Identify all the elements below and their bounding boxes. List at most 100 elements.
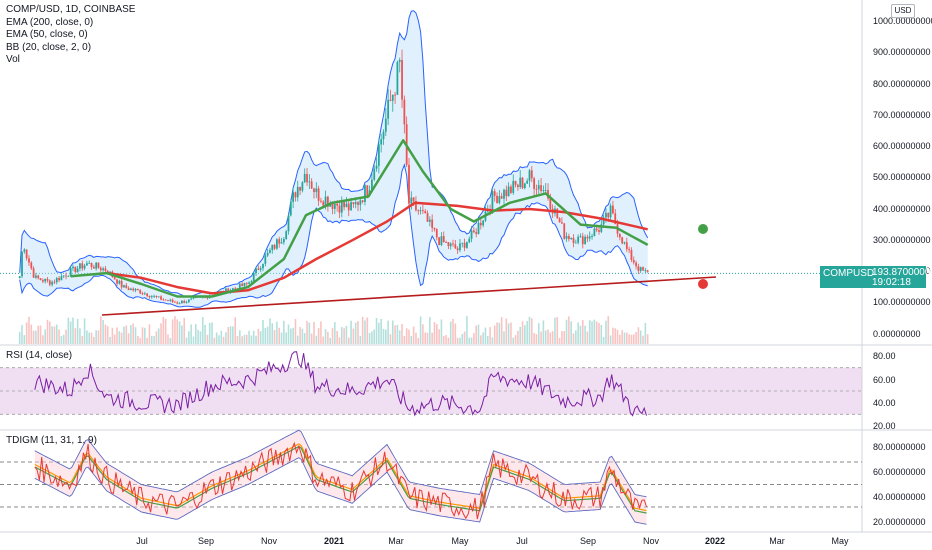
volume-bar — [35, 330, 37, 344]
candle-body — [519, 177, 522, 187]
volume-bar — [225, 332, 227, 344]
volume-bar — [262, 320, 264, 344]
grid-layer — [0, 0, 932, 533]
candle-body — [528, 170, 531, 181]
volume-bar — [322, 336, 325, 344]
volume-bar — [517, 330, 519, 344]
candle-body — [361, 200, 364, 202]
volume-bar — [160, 323, 162, 344]
volume-bar — [431, 332, 433, 344]
volume-bar — [345, 325, 348, 344]
volume-bar — [521, 321, 524, 344]
volume-bar — [484, 327, 487, 344]
candle-body — [621, 237, 624, 244]
bb-fill — [19, 10, 648, 308]
volume-bar — [150, 335, 153, 344]
volume-bar — [426, 332, 429, 344]
legend-ema50[interactable]: EMA (50, close, 0) — [6, 29, 88, 40]
candle-body — [320, 200, 322, 202]
volume-bar — [241, 336, 243, 344]
volume-bar — [88, 332, 91, 344]
currency-label[interactable]: USD — [891, 4, 915, 18]
candle-body — [90, 262, 93, 267]
candle-body — [104, 268, 107, 271]
legend-bb[interactable]: BB (20, close, 2, 0) — [6, 41, 92, 53]
volume-bar — [74, 328, 77, 344]
price-tick-label: 400.00000000 — [873, 204, 931, 214]
candle-body — [556, 208, 559, 219]
candle-body — [118, 280, 121, 284]
candle-body — [526, 180, 529, 184]
candle-body — [498, 196, 501, 203]
candle-body — [479, 222, 482, 226]
candle-body — [326, 196, 329, 207]
volume-bar — [257, 328, 260, 344]
tdigm-tick-label: 40.00000000 — [873, 492, 926, 502]
candle-body — [287, 215, 290, 232]
volume-bar — [308, 322, 311, 344]
volume-bar — [306, 320, 308, 344]
candle-body — [549, 198, 552, 209]
candle-body — [139, 290, 142, 294]
volume-bar — [459, 337, 461, 344]
price-tick-label: 0.00000000 — [873, 329, 921, 339]
volume-bar — [310, 333, 313, 344]
volume-bar — [482, 332, 484, 344]
candle-body — [612, 205, 614, 214]
candle-body — [303, 173, 306, 183]
candle-body — [79, 263, 81, 269]
volume-bar — [30, 324, 33, 344]
volume-bar — [283, 320, 285, 344]
candle-body — [92, 266, 95, 269]
volume-bar — [408, 329, 410, 344]
candle-body — [632, 259, 635, 263]
volume-bar — [294, 318, 297, 344]
candle-body — [384, 118, 387, 132]
volume-bar — [39, 325, 42, 344]
candle-body — [454, 244, 457, 249]
volume-bar — [447, 337, 450, 344]
tdigm-base-line — [34, 445, 647, 514]
price-tick-label: 700.00000000 — [873, 110, 931, 120]
rsi-tick-label: 60.00 — [873, 375, 896, 385]
volume-bar — [315, 335, 318, 344]
volume-bar — [336, 330, 338, 344]
volume-bar — [440, 319, 443, 344]
candle-body — [510, 186, 512, 193]
legend-ema200[interactable]: EMA (200, close, 0) — [6, 16, 94, 28]
candle-body — [565, 236, 568, 239]
candle-body — [419, 210, 422, 212]
volume-bar — [313, 321, 315, 344]
candle-body — [584, 236, 586, 245]
tdigm-tick-label: 60.00000000 — [873, 467, 926, 477]
candle-body — [39, 278, 42, 281]
volume-bar — [391, 320, 394, 344]
candle-body — [278, 239, 281, 244]
candle-body — [630, 250, 633, 260]
volume-bar — [405, 328, 408, 344]
volume-bar — [343, 328, 345, 344]
candle-body — [618, 233, 621, 238]
volume-bar — [46, 319, 49, 344]
candle-body — [375, 165, 378, 169]
candle-body — [324, 196, 327, 206]
volume-bar — [58, 329, 60, 344]
volume-bar — [99, 316, 102, 344]
candle-body — [269, 250, 271, 253]
tdigm-price-line — [34, 441, 647, 520]
volume-bar — [373, 329, 376, 344]
legend-vol[interactable]: Vol — [6, 54, 20, 65]
volume-bar — [28, 316, 30, 344]
candle-body — [424, 211, 427, 214]
candle-body — [417, 210, 420, 212]
candle-body — [187, 299, 190, 302]
volume-bar — [113, 334, 116, 344]
volume-bar — [461, 333, 464, 344]
volume-bar — [176, 319, 179, 344]
candle-body — [292, 192, 295, 202]
volume-bar — [547, 329, 549, 344]
volume-bar — [229, 326, 232, 344]
candle-body — [572, 237, 575, 243]
candle-body — [352, 202, 355, 205]
